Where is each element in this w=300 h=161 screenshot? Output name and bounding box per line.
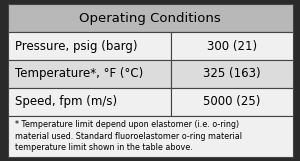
Text: Operating Conditions: Operating Conditions — [79, 12, 221, 25]
Bar — [8, 60, 171, 88]
Bar — [8, 4, 292, 32]
Text: 325 (163): 325 (163) — [203, 67, 261, 80]
Bar — [171, 88, 292, 116]
Text: 300 (21): 300 (21) — [207, 40, 257, 53]
Text: 5000 (25): 5000 (25) — [203, 95, 261, 108]
Text: Speed, fpm (m/s): Speed, fpm (m/s) — [15, 95, 117, 108]
Bar — [171, 32, 292, 60]
Text: Pressure, psig (barg): Pressure, psig (barg) — [15, 40, 137, 53]
Bar — [8, 116, 292, 157]
Text: Temperature*, °F (°C): Temperature*, °F (°C) — [15, 67, 143, 80]
Bar — [8, 88, 171, 116]
Bar — [171, 60, 292, 88]
Bar — [8, 32, 171, 60]
Text: * Temperature limit depend upon elastomer (i.e. o-ring)
material used. Standard : * Temperature limit depend upon elastome… — [15, 120, 242, 152]
